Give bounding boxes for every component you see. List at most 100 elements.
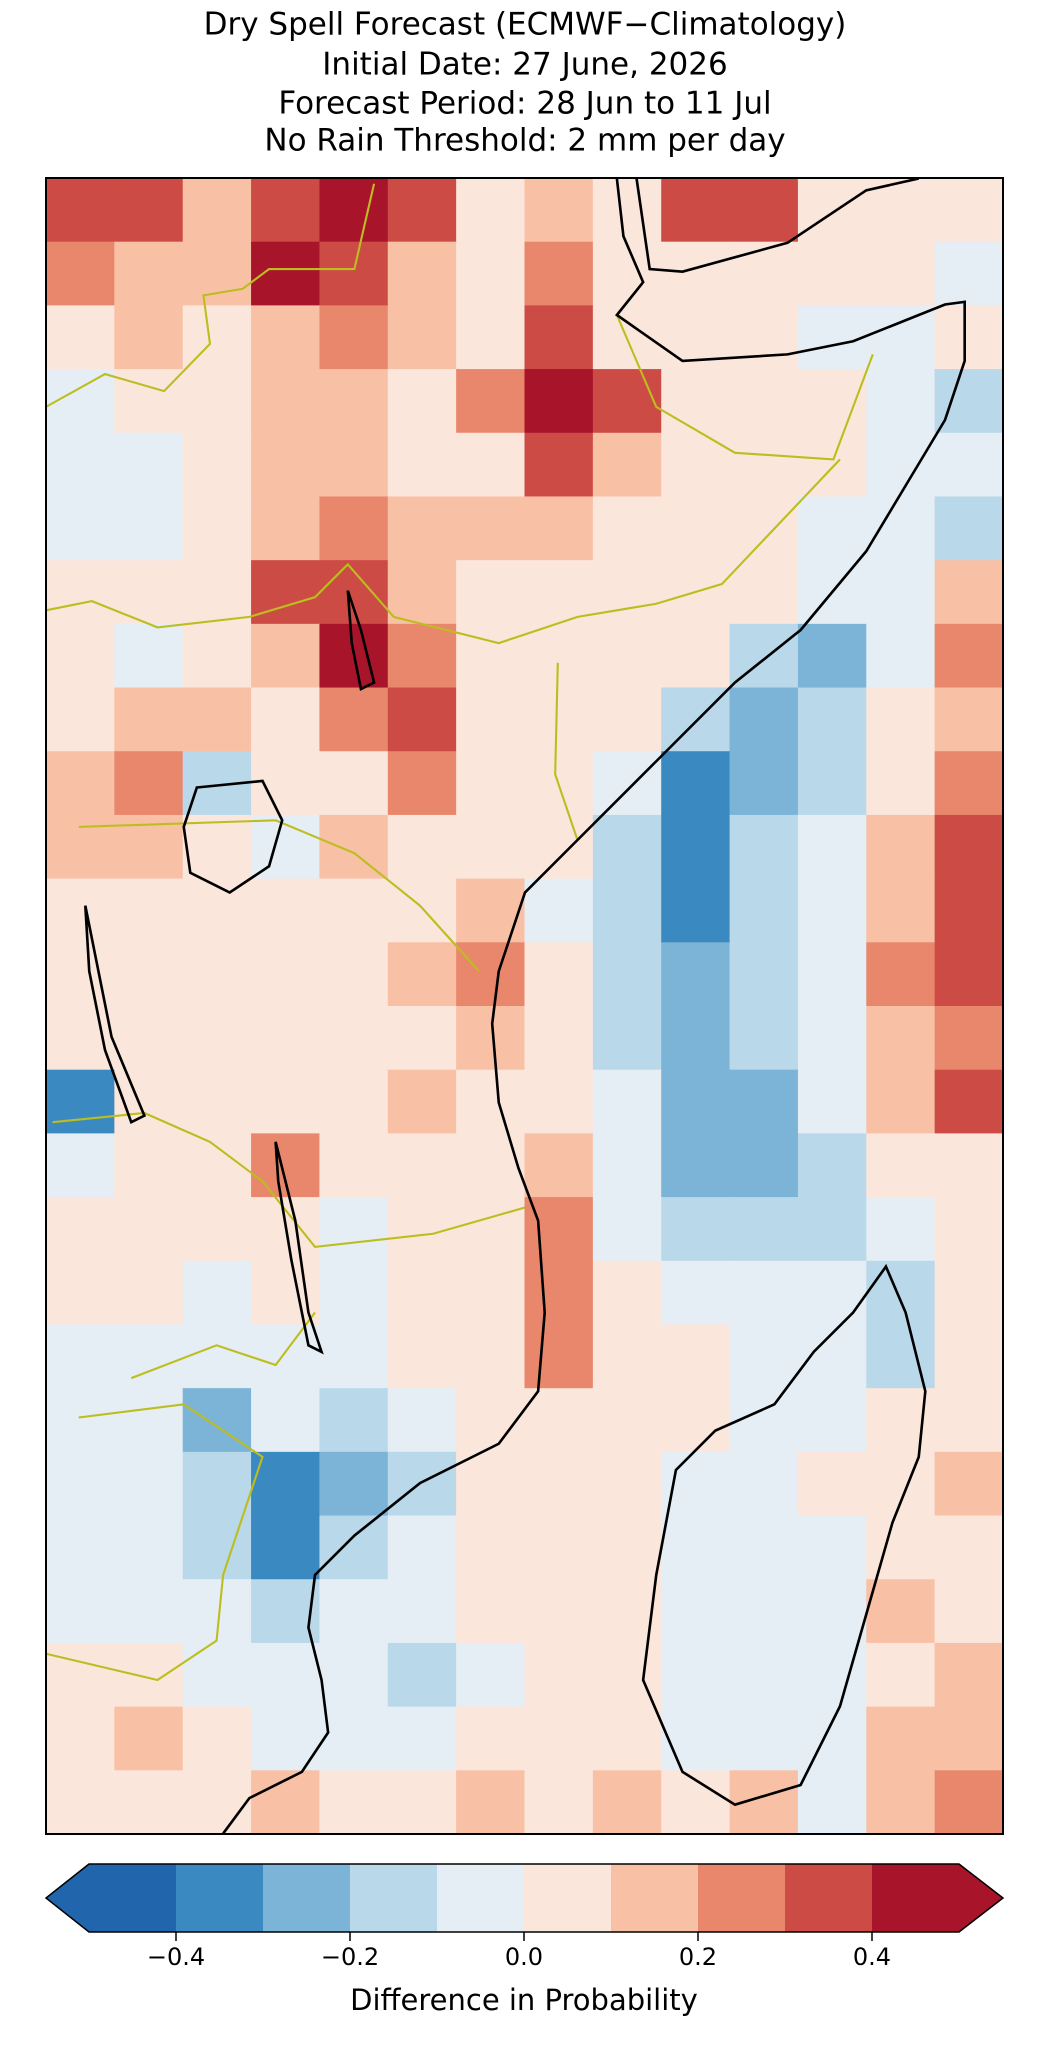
grid-cell — [456, 305, 526, 370]
grid-cell — [251, 814, 321, 880]
grid-cell — [319, 1706, 389, 1771]
grid-cell — [319, 1515, 389, 1580]
grid-cell — [251, 1324, 321, 1389]
grid-cell — [319, 1069, 389, 1134]
madagascar-coastline — [641, 1263, 927, 1807]
grid-cell — [866, 942, 936, 1007]
grid-cell — [661, 1260, 731, 1326]
grid-cell — [387, 1642, 457, 1708]
grid-cell — [934, 623, 1004, 689]
grid-cell — [866, 1006, 936, 1071]
grid-cell — [524, 1642, 594, 1708]
grid-cell — [46, 1642, 115, 1708]
grid-cell — [46, 1324, 115, 1389]
grid-cell — [866, 1069, 936, 1134]
grid-cell — [319, 1451, 389, 1517]
grid-cell — [114, 1133, 184, 1198]
grid-cell — [114, 305, 184, 370]
grid-cell — [592, 687, 662, 752]
grid-cell — [866, 1451, 936, 1517]
grid-cell — [114, 1388, 184, 1453]
grid-cell — [524, 1324, 594, 1389]
grid-cell — [934, 751, 1004, 816]
grid-cell — [319, 942, 389, 1007]
grid-cell — [729, 1260, 799, 1326]
grid-cell — [797, 178, 867, 243]
grid-cell — [866, 1324, 936, 1389]
colorbar-extend-low — [46, 1864, 89, 1932]
grid-cell — [114, 1451, 184, 1517]
grid-cell — [866, 1579, 936, 1644]
grid-cell — [456, 1133, 526, 1198]
grid-cell — [182, 1706, 252, 1771]
grid-cell — [46, 1706, 115, 1771]
grid-cell — [866, 623, 936, 689]
grid-cell — [866, 432, 936, 498]
grid-cell — [934, 1579, 1004, 1644]
grid-cell — [319, 1260, 389, 1326]
grid-cell — [866, 878, 936, 943]
grid-cell — [456, 369, 526, 434]
grid-cell — [729, 305, 799, 370]
grid-cell — [387, 1515, 457, 1580]
grid-cell — [46, 751, 115, 816]
grid-cell — [866, 496, 936, 561]
grid-cell — [661, 751, 731, 816]
grid-cell — [729, 1324, 799, 1389]
grid-cell — [661, 942, 731, 1007]
grid-cell — [319, 1388, 389, 1453]
grid-cell — [182, 1770, 252, 1835]
grid-cell — [319, 1133, 389, 1198]
grid-cell — [387, 1133, 457, 1198]
grid-cell — [387, 1260, 457, 1326]
grid-cell — [797, 1133, 867, 1198]
grid-cell — [729, 496, 799, 561]
grid-cell — [524, 623, 594, 689]
grid-cell — [797, 687, 867, 752]
grid-cell — [524, 1133, 594, 1198]
grid-cell — [182, 1642, 252, 1708]
grid-cell — [661, 1133, 731, 1198]
colorbar-bin — [524, 1864, 612, 1932]
grid-cell — [114, 1642, 184, 1708]
colorbar-tick-label: −0.2 — [321, 1943, 379, 1971]
grid-cell — [797, 1770, 867, 1835]
grid-cell — [182, 1324, 252, 1389]
grid-cell — [797, 751, 867, 816]
grid-cell — [592, 1706, 662, 1771]
colorbar-tick-label: 0.0 — [505, 1943, 543, 1971]
grid-cell — [661, 814, 731, 880]
grid-cell — [592, 1133, 662, 1198]
grid-cell — [114, 241, 184, 306]
grid-cell — [934, 1324, 1004, 1389]
grid-cell — [934, 687, 1004, 752]
grid-cell — [729, 1451, 799, 1517]
grid-cell — [797, 878, 867, 943]
grid-cell — [524, 1069, 594, 1134]
grid-cell — [319, 1579, 389, 1644]
grid-cell — [661, 496, 731, 561]
grid-cell — [866, 1770, 936, 1835]
grid-cell — [797, 496, 867, 561]
grid-cell — [524, 814, 594, 880]
grid-cell — [729, 241, 799, 306]
grid-cell — [319, 814, 389, 880]
grid-cell — [46, 1069, 115, 1134]
colorbar-bin — [785, 1864, 873, 1932]
grid-cell — [456, 1642, 526, 1708]
grid-cell — [182, 687, 252, 752]
grid-cell — [661, 878, 731, 943]
grid-cell — [866, 1642, 936, 1708]
grid-cell — [46, 1006, 115, 1071]
grid-cell — [456, 1515, 526, 1580]
colorbar-bin — [350, 1864, 438, 1932]
grid-cell — [729, 1069, 799, 1134]
heatmap-cells — [46, 178, 1004, 1835]
grid-cell — [456, 623, 526, 689]
grid-cell — [456, 942, 526, 1007]
grid-cell — [46, 623, 115, 689]
grid-cell — [456, 1451, 526, 1517]
title-line: Dry Spell Forecast (ECMWF−Climatology) — [204, 7, 847, 43]
colorbar-tick-label: 0.4 — [853, 1943, 891, 1971]
map-frame — [45, 177, 1004, 1835]
